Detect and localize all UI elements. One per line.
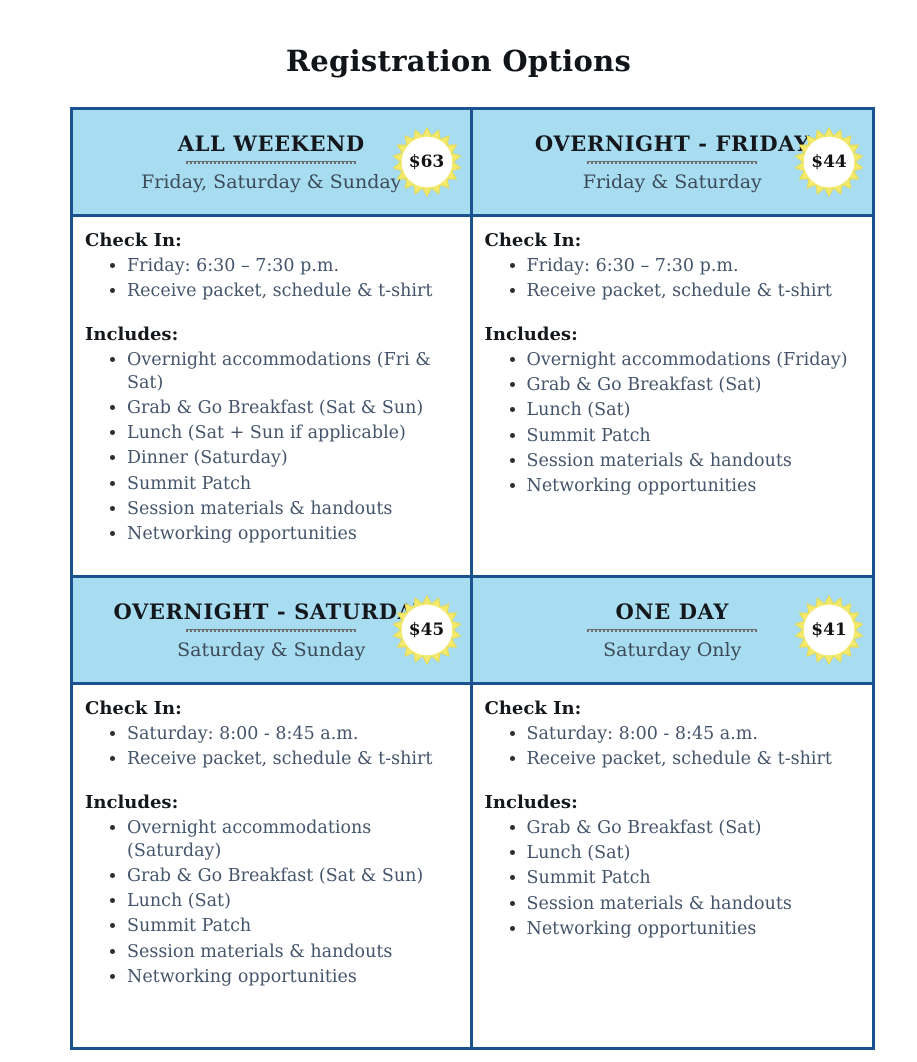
includes-list: Overnight accommodations (Fri & Sat)Grab… [85, 349, 460, 546]
card-overnight-saturday: OVERNIGHT - SATURDAY Saturday & Sunday $… [73, 578, 473, 1047]
check-in-list: Friday: 6:30 – 7:30 p.m.Receive packet, … [85, 255, 460, 303]
title-underline [587, 161, 758, 164]
card-subtitle: Saturday & Sunday [177, 639, 366, 661]
list-item: Summit Patch [527, 867, 863, 890]
price-badge: $41 [794, 595, 864, 665]
list-item: Session materials & handouts [127, 498, 460, 521]
starburst-icon [794, 127, 864, 197]
list-item: Overnight accommodations (Friday) [527, 349, 863, 372]
starburst-icon [392, 595, 461, 665]
list-item: Lunch (Sat + Sun if applicable) [127, 422, 460, 445]
list-item: Receive packet, schedule & t-shirt [127, 280, 460, 303]
list-item: Networking opportunities [127, 966, 460, 989]
card-one-day: ONE DAY Saturday Only $41 Check In: Satu… [472, 578, 873, 1047]
includes-list: Grab & Go Breakfast (Sat)Lunch (Sat)Summ… [485, 817, 863, 941]
check-in-list: Friday: 6:30 – 7:30 p.m.Receive packet, … [485, 255, 863, 303]
list-item: Friday: 6:30 – 7:30 p.m. [127, 255, 460, 278]
list-item: Saturday: 8:00 - 8:45 a.m. [527, 723, 863, 746]
list-item: Dinner (Saturday) [127, 447, 460, 470]
list-item: Overnight accommodations (Saturday) [127, 817, 460, 863]
list-item: Grab & Go Breakfast (Sat & Sun) [127, 865, 460, 888]
page-title: Registration Options [285, 44, 632, 78]
list-item: Receive packet, schedule & t-shirt [527, 280, 863, 303]
check-in-list: Saturday: 8:00 - 8:45 a.m.Receive packet… [485, 723, 863, 771]
card-overnight-friday: OVERNIGHT - FRIDAY Friday & Saturday $44… [472, 110, 873, 578]
check-in-list: Saturday: 8:00 - 8:45 a.m.Receive packet… [85, 723, 460, 771]
list-item: Networking opportunities [527, 918, 863, 941]
list-item: Grab & Go Breakfast (Sat) [527, 817, 863, 840]
list-item: Grab & Go Breakfast (Sat) [527, 374, 863, 397]
starburst-icon [794, 595, 864, 665]
card-title: OVERNIGHT - FRIDAY [534, 131, 810, 156]
check-in-label: Check In: [85, 698, 182, 719]
list-item: Summit Patch [527, 425, 863, 448]
price-label: $44 [811, 152, 847, 172]
price-label: $41 [811, 620, 847, 640]
card-subtitle: Friday, Saturday & Sunday [141, 171, 402, 193]
card-body: Check In: Friday: 6:30 – 7:30 p.m.Receiv… [73, 217, 470, 575]
card-header: OVERNIGHT - SATURDAY Saturday & Sunday $… [73, 578, 470, 685]
starburst-icon [392, 127, 461, 197]
card-title: OVERNIGHT - SATURDAY [113, 599, 430, 624]
title-underline [186, 161, 357, 164]
list-item: Grab & Go Breakfast (Sat & Sun) [127, 397, 460, 420]
list-item: Friday: 6:30 – 7:30 p.m. [527, 255, 863, 278]
list-item: Lunch (Sat) [527, 842, 863, 865]
list-item: Lunch (Sat) [127, 890, 460, 913]
list-item: Summit Patch [127, 915, 460, 938]
check-in-label: Check In: [85, 230, 182, 251]
list-item: Session materials & handouts [527, 450, 863, 473]
includes-label: Includes: [85, 791, 179, 813]
list-item: Summit Patch [127, 473, 460, 496]
card-subtitle: Saturday Only [603, 639, 742, 661]
card-header: ALL WEEKEND Friday, Saturday & Sunday $6… [73, 110, 470, 217]
registration-grid: ALL WEEKEND Friday, Saturday & Sunday $6… [70, 107, 875, 1050]
list-item: Session materials & handouts [527, 893, 863, 916]
title-underline [587, 629, 758, 632]
includes-list: Overnight accommodations (Saturday)Grab … [85, 817, 460, 989]
card-all-weekend: ALL WEEKEND Friday, Saturday & Sunday $6… [73, 110, 473, 578]
includes-label: Includes: [85, 323, 179, 345]
list-item: Receive packet, schedule & t-shirt [527, 748, 863, 771]
card-title: ONE DAY [615, 599, 729, 624]
card-subtitle: Friday & Saturday [582, 171, 762, 193]
price-label: $45 [408, 620, 445, 640]
check-in-label: Check In: [484, 698, 582, 719]
price-badge: $45 [392, 595, 462, 665]
price-badge: $44 [794, 127, 864, 197]
price-label: $63 [408, 152, 445, 172]
card-body: Check In: Saturday: 8:00 - 8:45 a.m.Rece… [73, 685, 470, 1047]
list-item: Receive packet, schedule & t-shirt [127, 748, 460, 771]
card-body: Check In: Friday: 6:30 – 7:30 p.m.Receiv… [473, 217, 873, 575]
card-title: ALL WEEKEND [177, 131, 365, 156]
list-item: Saturday: 8:00 - 8:45 a.m. [127, 723, 460, 746]
title-underline [186, 629, 357, 632]
list-item: Overnight accommodations (Fri & Sat) [127, 349, 460, 395]
card-body: Check In: Saturday: 8:00 - 8:45 a.m.Rece… [473, 685, 873, 1047]
price-badge: $63 [392, 127, 462, 197]
card-header: OVERNIGHT - FRIDAY Friday & Saturday $44 [472, 110, 872, 217]
list-item: Networking opportunities [527, 475, 863, 498]
list-item: Lunch (Sat) [527, 399, 863, 422]
list-item: Networking opportunities [127, 523, 460, 546]
check-in-label: Check In: [484, 230, 582, 251]
list-item: Session materials & handouts [127, 941, 460, 964]
includes-label: Includes: [484, 791, 578, 813]
includes-list: Overnight accommodations (Friday)Grab & … [485, 349, 863, 498]
card-header: ONE DAY Saturday Only $41 [472, 578, 872, 685]
includes-label: Includes: [484, 323, 578, 345]
